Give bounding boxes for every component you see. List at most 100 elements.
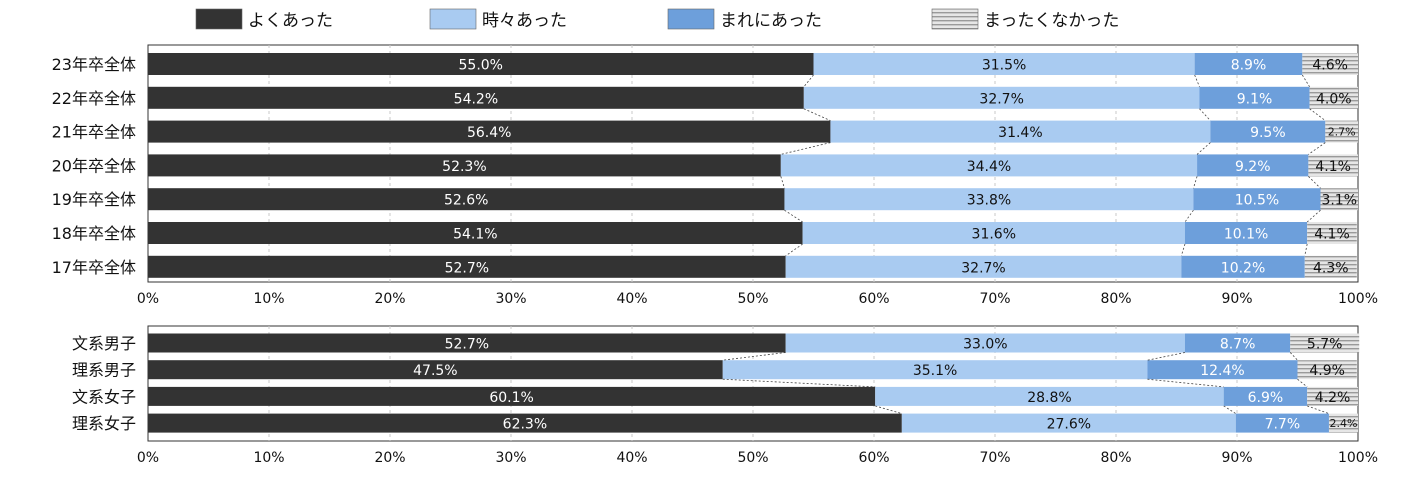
series-connector-line [1308,142,1326,155]
bar-segment [1325,120,1358,143]
category-label: 19年卒全体 [52,190,136,209]
legend: よくあった 時々あった まれにあった まったくなかった [195,8,1119,31]
x-tick-label: 100% [1338,291,1378,307]
bar-segment [1297,360,1357,380]
legend-item: よくあった [195,8,333,31]
data-label: 32.7% [979,91,1023,107]
data-label: 7.7% [1265,417,1301,433]
legend-label: まったくなかった [984,11,1119,31]
legend-label: まれにあった [720,11,822,31]
x-tick-label: 90% [1221,291,1252,307]
series-connector-line [1289,352,1298,361]
bar-segment [148,255,786,278]
bar-segment [1184,222,1308,244]
bar-segment [1328,413,1358,433]
series-connector-line [875,405,902,414]
data-label: 8.9% [1231,58,1267,74]
data-label: 4.3% [1313,260,1349,276]
x-tick-label: 10% [253,291,284,307]
category-label: 21年卒全体 [52,123,136,142]
x-tick-label: 10% [253,450,284,466]
bar-segment [148,386,876,406]
category-label: 20年卒全体 [52,156,136,175]
data-label: 10.1% [1224,227,1268,243]
chart-panel: 0% 10% 20% 30% 40% 50% 60% 70% 80% 90% 100% 文系男子 52.… [72,325,1378,466]
bar-segment [901,413,1236,433]
data-label: 10.2% [1221,260,1265,276]
series-connector-line [1184,209,1194,223]
data-label: 62.3% [503,417,547,433]
x-tick-label: 40% [616,450,647,466]
x-tick-label: 60% [858,450,889,466]
data-label: 10.5% [1235,193,1279,209]
bar-segment [148,154,781,177]
series-connector-line [1308,176,1321,189]
series-connector-line [780,142,831,155]
series-connector-line [803,74,814,88]
bar-segment [148,188,785,211]
data-label: 54.2% [454,91,498,107]
bar-segment [1307,386,1358,406]
series-connector-line [1196,142,1211,155]
bar-segment [780,154,1198,177]
data-label: 52.7% [445,260,489,276]
series-connector-line [1147,378,1224,388]
category-label: 理系男子 [72,361,136,380]
data-label: 4.9% [1309,363,1345,379]
bar-segment [1308,154,1358,177]
series-connector-line [1306,209,1321,223]
x-tick-label: 50% [737,450,768,466]
legend-item: まれにあった [667,8,822,31]
category-label: 17年卒全体 [52,258,136,277]
bar-segment [1194,53,1303,75]
bar-segment [813,53,1195,75]
x-tick-label: 70% [979,291,1010,307]
bar-segment [1320,188,1358,211]
legend-label: よくあった [248,11,333,31]
chart-panel: 0% 10% 20% 30% 40% 50% 60% 70% 80% 90% 100% 23年卒全体 5… [52,44,1378,307]
bar-segment [1197,154,1309,177]
bar-segment [148,120,831,143]
category-label: 文系女子 [72,387,136,406]
bar-segment [1199,86,1310,109]
bar-segment [1193,188,1321,211]
data-label: 4.6% [1312,58,1348,74]
data-label: 52.7% [445,337,489,353]
series-connector-line [785,243,803,257]
bar-segment [148,360,723,380]
bar-segment [1147,360,1298,380]
data-label: 27.6% [1047,417,1091,433]
legend-swatch [429,8,477,30]
data-label: 4.0% [1316,91,1352,107]
data-label: 9.5% [1250,125,1286,141]
bar-segment [802,222,1185,244]
bar-segment [1304,255,1357,278]
data-label: 54.1% [453,227,497,243]
data-label: 4.2% [1315,390,1351,406]
data-label: 6.9% [1248,390,1284,406]
bar-segment [803,86,1200,109]
x-tick-label: 100% [1338,450,1378,466]
x-tick-label: 50% [737,291,768,307]
bar-segment [785,333,1185,353]
series-connector-line [722,352,786,361]
data-label: 4.1% [1314,227,1350,243]
bar-segment [148,222,803,244]
x-tick-label: 20% [374,450,405,466]
data-label: 52.6% [444,193,488,209]
legend-item: まったくなかった [931,8,1119,31]
data-label: 47.5% [413,363,457,379]
data-label: 56.4% [467,125,511,141]
x-tick-label: 40% [616,291,647,307]
data-label: 33.0% [963,337,1007,353]
bar-segment [1309,86,1358,109]
data-label: 9.2% [1235,159,1271,175]
x-tick-label: 80% [1100,450,1131,466]
bar-segment [148,413,902,433]
x-tick-label: 20% [374,291,405,307]
legend-label: 時々あった [482,11,567,31]
data-label: 33.8% [967,193,1011,209]
legend-item: 時々あった [429,8,567,31]
bar-segment [1181,255,1305,278]
